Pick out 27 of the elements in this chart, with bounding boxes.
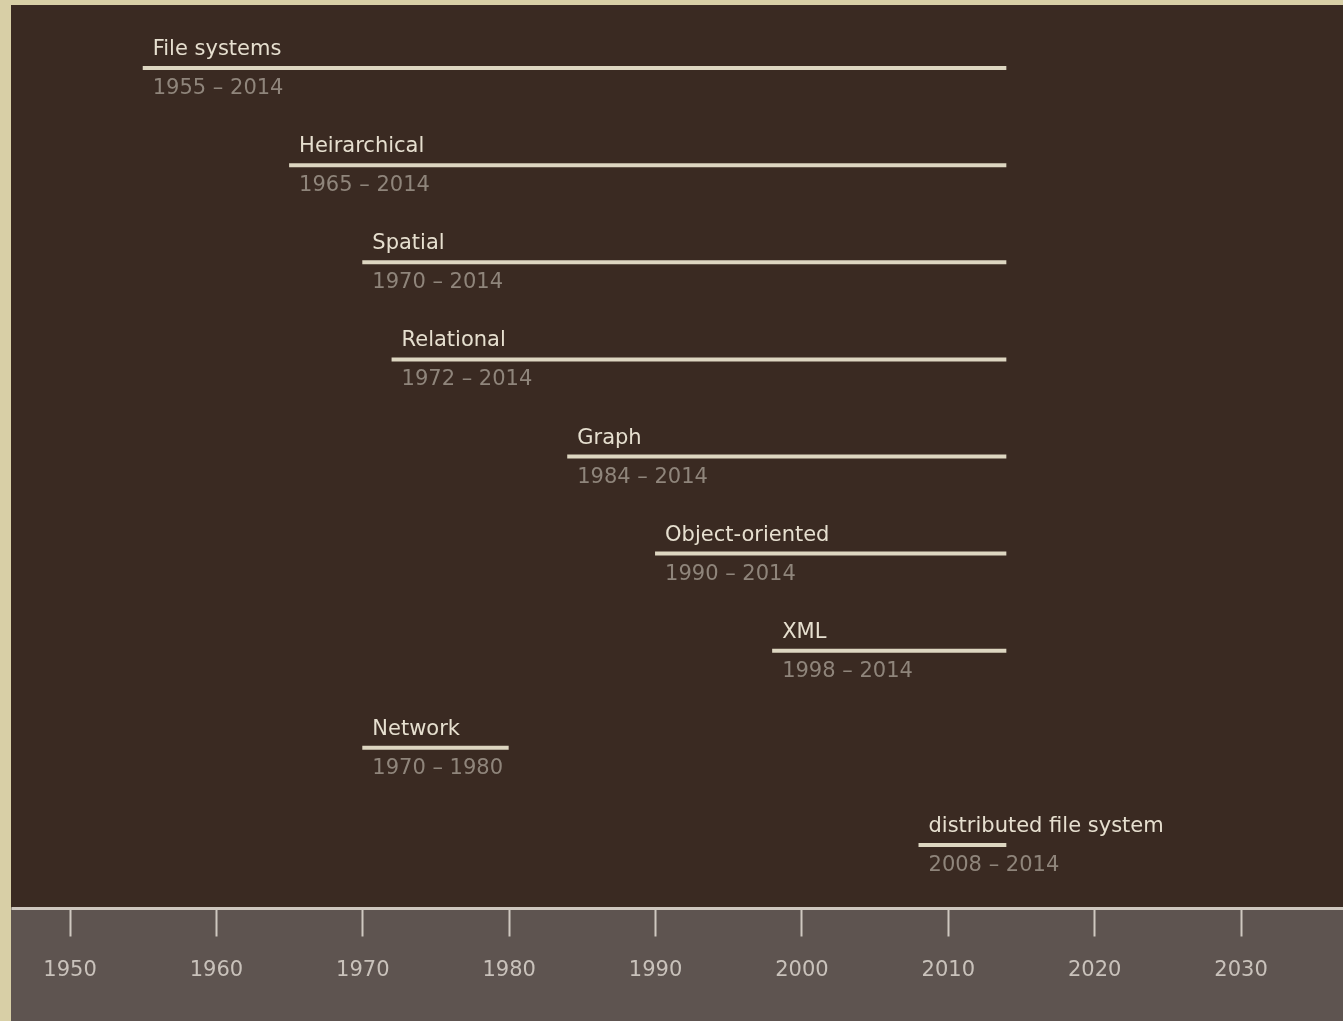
- annotation: 2008 – 2014: [928, 851, 1060, 876]
- x-tick-label: 2020: [1067, 956, 1122, 981]
- annotation: 1955 – 2014: [152, 75, 284, 100]
- x-tick-label: 1980: [482, 956, 536, 981]
- x-tick-label: 2030: [1214, 956, 1268, 981]
- y-tick-label: Heirarchical: [299, 133, 425, 158]
- y-tick-label: XML: [782, 618, 827, 643]
- annotation: 1970 – 1980: [372, 754, 504, 779]
- x-tick-label: 1950: [43, 956, 97, 981]
- x-tick-label: 1990: [628, 956, 683, 981]
- annotation: 1965 – 2014: [299, 172, 430, 197]
- x-tick-label: 2000: [775, 956, 829, 981]
- y-tick-label: distributed file system: [928, 812, 1164, 837]
- y-tick-label: Graph: [577, 424, 642, 449]
- annotation: 1990 – 2014: [665, 560, 796, 585]
- y-tick-label: Relational: [401, 327, 506, 352]
- y-tick-label: Network: [372, 715, 461, 740]
- y-tick-label: Spatial: [372, 230, 445, 255]
- annotation: 1984 – 2014: [577, 463, 708, 488]
- annotation: 1998 – 2014: [782, 657, 913, 682]
- annotation: 1970 – 2014: [372, 269, 504, 294]
- x-tick-label: 2010: [921, 956, 976, 981]
- x-tick-label: 1970: [336, 956, 390, 981]
- annotation: 1972 – 2014: [401, 366, 533, 391]
- y-tick-label: Object-oriented: [665, 521, 830, 546]
- y-tick-label: File systems: [152, 36, 282, 61]
- x-tick-label: 1960: [189, 956, 244, 981]
